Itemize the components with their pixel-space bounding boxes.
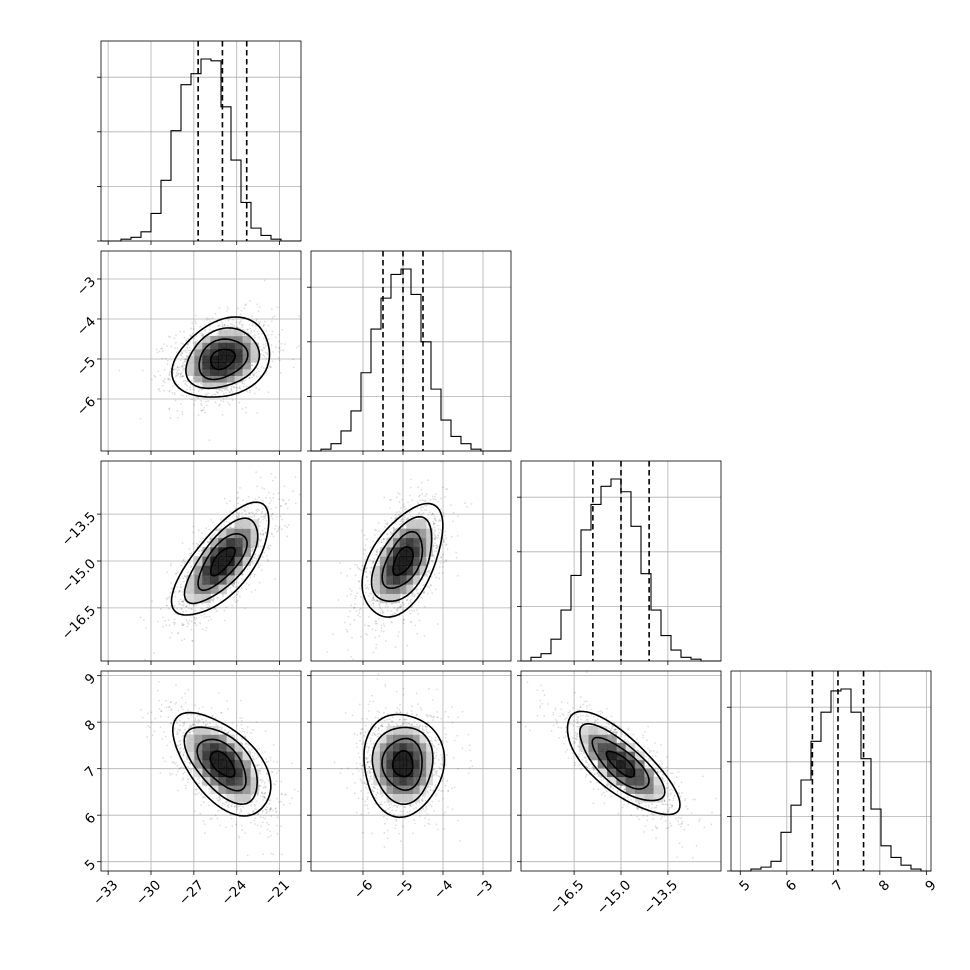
x-tick-label-0-3: −24: [219, 877, 250, 908]
x-tick-label-1-2: −4: [431, 877, 456, 902]
contour-3-2-3: [566, 710, 681, 816]
contour-2-0-2: [183, 517, 259, 605]
panel-2d-3-1: [310, 670, 512, 872]
density-cells-1-0: [186, 329, 259, 390]
contour-3-0-1: [196, 738, 247, 792]
x-tick-label-1-1: −5: [391, 877, 416, 902]
contour-2-1-1: [381, 530, 424, 589]
y-tick-label-1-2: −4: [74, 314, 99, 339]
contour-2-0-3: [170, 501, 270, 616]
x-tick-label-1-0: −6: [351, 877, 376, 902]
hist-frame-1: [310, 250, 512, 452]
contour-3-1-1: [381, 737, 423, 792]
y-tick-label-3-4: 9: [82, 671, 99, 688]
panel-frame-3-0: [100, 670, 302, 872]
y-tick-label-2-2: −13.5: [59, 509, 100, 550]
y-tick-label-3-2: 7: [82, 764, 99, 781]
x-tick-label-2-2: −13.5: [641, 877, 682, 918]
contour-1-0-1: [198, 338, 249, 381]
x-tick-label-3-4: 9: [922, 877, 939, 894]
x-tick-label-3-0: 5: [736, 877, 753, 894]
x-tick-label-0-2: −27: [176, 877, 207, 908]
x-tick-label-3-3: 8: [876, 877, 893, 894]
hist-frame-3: [730, 670, 932, 872]
contour-3-2-2: [579, 723, 666, 802]
panel-frame-3-1: [310, 670, 512, 872]
hist-panel-2: [517, 460, 722, 662]
contours-2-0: [170, 501, 270, 616]
y-tick-label-2-1: −15.0: [59, 556, 100, 597]
contour-2-1-2: [370, 515, 433, 602]
contour-3-2-0: [605, 750, 636, 778]
contours-3-1: [363, 713, 446, 819]
density-2-1: [326, 461, 473, 661]
hist-frame-0: [100, 40, 302, 242]
x-tick-label-0-1: −30: [133, 877, 164, 908]
hist-panel-0: [97, 40, 302, 242]
density-3-1: [333, 672, 474, 848]
contour-2-1-0: [392, 546, 414, 577]
histogram-step-0: [101, 58, 301, 242]
y-tick-label-1-3: −3: [74, 274, 99, 299]
contours-1-0: [171, 316, 271, 398]
histogram-step-1: [311, 268, 511, 452]
contour-2-0-1: [197, 533, 248, 592]
contour-1-0-2: [185, 327, 261, 390]
panel-frame-1-0: [100, 250, 302, 452]
y-tick-label-1-0: −6: [74, 394, 99, 419]
contour-3-1-0: [391, 750, 414, 778]
contours-2-1: [361, 502, 444, 618]
contour-3-1-3: [363, 713, 446, 819]
y-tick-label-3-0: 5: [82, 857, 99, 874]
contour-1-0-3: [171, 316, 271, 398]
contours-3-0: [171, 711, 272, 817]
contour-3-0-0: [209, 750, 236, 778]
y-tick-label-2-0: −16.5: [59, 603, 100, 644]
density-1-0: [118, 279, 300, 442]
contour-3-1-2: [371, 726, 434, 805]
density-cells-3-0: [186, 726, 259, 803]
density-2-0: [139, 471, 301, 661]
y-tick-label-3-3: 8: [82, 717, 99, 734]
density-3-2: [524, 671, 718, 859]
x-tick-label-0-0: −33: [90, 877, 121, 908]
contour-2-1-3: [361, 502, 444, 618]
density-3-0: [139, 680, 299, 857]
x-tick-label-0-4: −21: [261, 877, 292, 908]
y-tick-label-3-1: 6: [82, 810, 99, 827]
x-tick-label-1-3: −3: [471, 877, 496, 902]
contour-3-0-2: [183, 726, 259, 806]
panel-2d-2-1: [310, 460, 512, 662]
x-tick-label-2-0: −16.5: [547, 877, 588, 918]
panel-2d-2-0: [100, 460, 302, 662]
contour-3-0-3: [171, 711, 272, 817]
panel-2d-1-0: [100, 250, 302, 452]
x-tick-label-2-1: −15.0: [594, 877, 635, 918]
x-tick-label-3-1: 6: [783, 877, 800, 894]
y-tick-label-1-1: −5: [74, 354, 99, 379]
panel-2d-3-2: [520, 670, 722, 872]
x-tick-label-3-2: 7: [829, 877, 846, 894]
panel-2d-3-0: [100, 670, 302, 872]
contour-1-0-0: [209, 348, 236, 371]
contour-3-2-1: [591, 736, 650, 790]
density-cells-2-1: [373, 519, 434, 604]
hist-panel-3: [727, 670, 932, 872]
contour-2-0-0: [210, 546, 236, 577]
hist-panel-1: [307, 250, 512, 452]
histogram-step-3: [731, 688, 931, 872]
contours-3-2: [566, 710, 681, 816]
